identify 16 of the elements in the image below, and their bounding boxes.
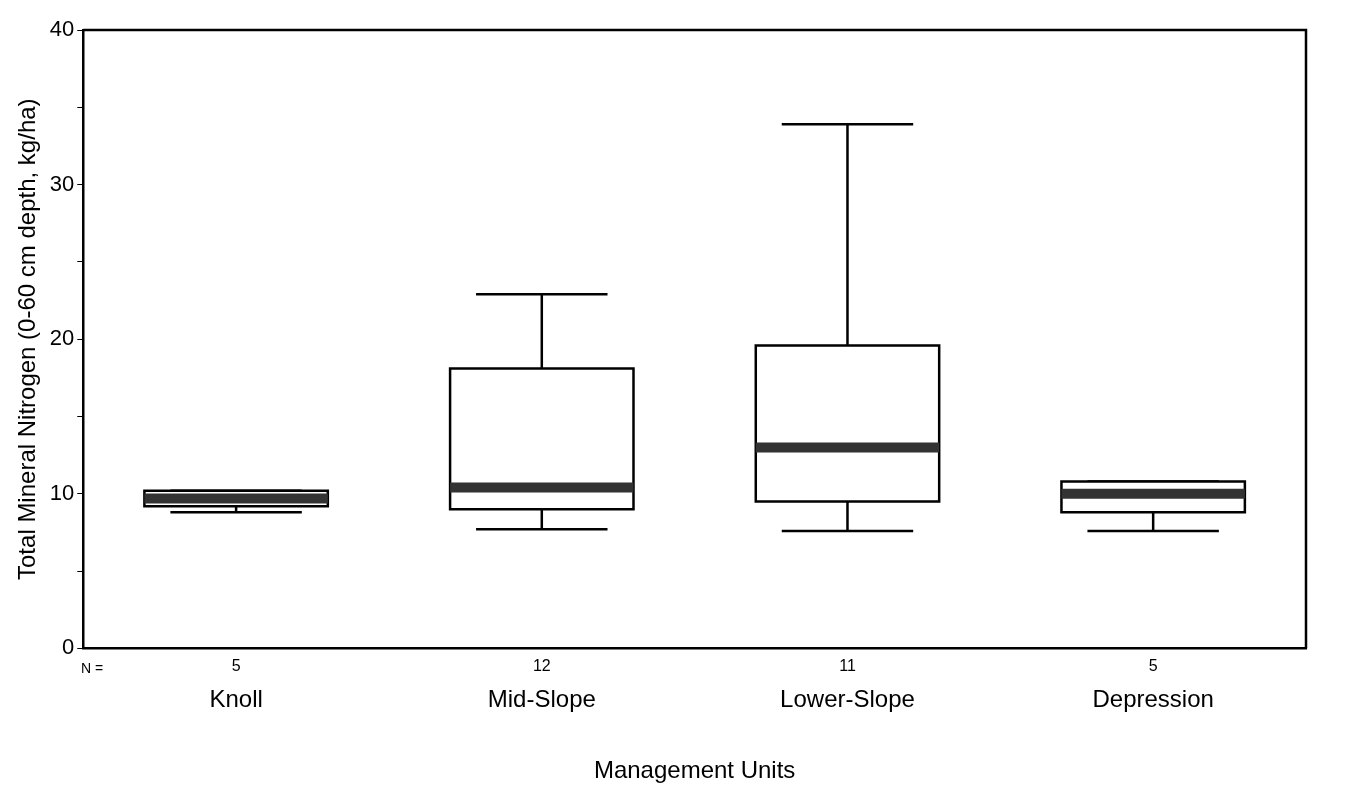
text: N = xyxy=(81,660,104,677)
y-tick-label: 10 xyxy=(49,479,75,505)
text: 5 xyxy=(1148,656,1158,674)
x-tick-label: Mid-Slope xyxy=(487,685,596,713)
y-axis-title: Total Mineral Nitrogen (0-60 cm depth, kg/ha) xyxy=(13,98,41,580)
y-tick-label: 0 xyxy=(62,634,75,660)
x-tick-label: Depression xyxy=(1092,685,1214,713)
text: 12 xyxy=(532,656,551,674)
y-tick-label: 40 xyxy=(49,16,75,42)
y-tick-label: 30 xyxy=(49,170,75,196)
y-tick-label: 20 xyxy=(49,325,75,351)
text: 11 xyxy=(839,656,856,674)
text: 5 xyxy=(231,656,241,674)
x-tick-label: Lower-Slope xyxy=(780,685,915,713)
x-tick-label: Knoll xyxy=(209,685,263,713)
x-axis-title: Management Units xyxy=(593,756,796,784)
